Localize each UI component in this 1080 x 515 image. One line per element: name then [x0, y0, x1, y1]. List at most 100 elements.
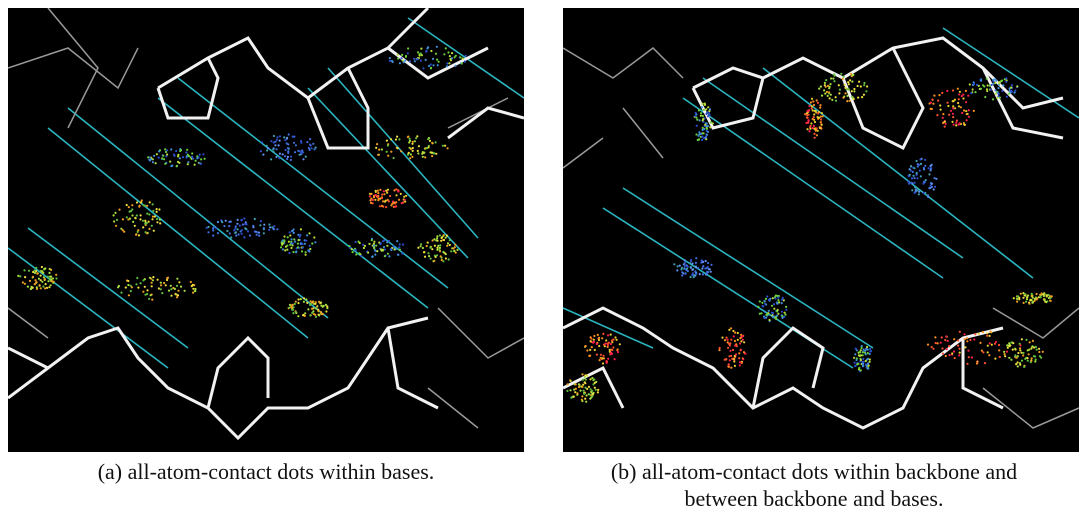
contact-dot [139, 205, 141, 207]
contact-dot [710, 271, 712, 273]
contact-dot [429, 140, 431, 142]
contact-dot [377, 192, 379, 194]
contact-dot [362, 244, 364, 246]
contact-dot [398, 138, 400, 140]
contact-dot [1051, 295, 1053, 297]
contact-dot [1027, 294, 1029, 296]
contact-dot [696, 119, 698, 121]
contact-dot [695, 272, 697, 274]
contact-dot [860, 85, 862, 87]
contact-dot [126, 216, 128, 218]
contact-dot [204, 158, 206, 160]
contact-dot [212, 227, 214, 229]
contact-dot [378, 149, 380, 151]
contact-dot [395, 194, 397, 196]
contact-dot [303, 297, 305, 299]
contact-dot [446, 65, 448, 67]
contact-dot [153, 155, 155, 157]
contact-dot [916, 172, 918, 174]
contact-dot [430, 67, 432, 69]
contact-dot [437, 64, 439, 66]
contact-dot [358, 252, 360, 254]
contact-dot [164, 163, 166, 165]
contact-dot [762, 305, 764, 307]
contact-dot [806, 128, 808, 130]
contact-dot [455, 65, 457, 67]
contact-dot [160, 284, 162, 286]
contact-dot [819, 127, 821, 129]
contact-dot [689, 262, 691, 264]
contact-dot [813, 116, 815, 118]
contact-dot [933, 95, 935, 97]
contact-dot [186, 149, 188, 151]
contact-dot [180, 286, 182, 288]
contact-dot [970, 92, 972, 94]
contact-dot [695, 133, 697, 135]
contact-dot [275, 148, 277, 150]
contact-dot [732, 349, 734, 351]
contact-dot [869, 348, 871, 350]
contact-dot [953, 124, 955, 126]
contact-dot [1017, 295, 1019, 297]
contact-dot [958, 105, 960, 107]
contact-dot [811, 107, 813, 109]
contact-dot [414, 60, 416, 62]
contact-dot [282, 153, 284, 155]
contact-dot [182, 156, 184, 158]
contact-dot [606, 362, 608, 364]
contact-dot [175, 150, 177, 152]
contact-dot [381, 148, 383, 150]
contact-dot [727, 339, 729, 341]
contact-dot [170, 285, 172, 287]
contact-dot [431, 142, 433, 144]
contact-dot [980, 88, 982, 90]
contact-dot [617, 348, 619, 350]
contact-dot [862, 351, 864, 353]
contact-dot [832, 78, 834, 80]
contact-dot [817, 102, 819, 104]
contact-dot [194, 164, 196, 166]
contact-dot [420, 245, 422, 247]
contact-dot [690, 276, 692, 278]
contact-dot [707, 131, 709, 133]
contact-dot [19, 275, 21, 277]
contact-dot [379, 189, 381, 191]
contact-dot [388, 200, 390, 202]
contact-dot [299, 150, 301, 152]
contact-dot [812, 109, 814, 111]
contact-dot [228, 221, 230, 223]
contact-dot [295, 251, 297, 253]
contact-dot [435, 141, 437, 143]
contact-dot [931, 183, 933, 185]
contact-dot [965, 101, 967, 103]
contact-dot [1025, 339, 1027, 341]
contact-dot [933, 177, 935, 179]
contact-dot [1047, 294, 1049, 296]
contact-dot [148, 221, 150, 223]
contact-dot [302, 247, 304, 249]
contact-dot [958, 354, 960, 356]
contact-dot [846, 100, 848, 102]
contact-dot [386, 241, 388, 243]
contact-dot [593, 341, 595, 343]
contact-dot [436, 237, 438, 239]
contact-dot [142, 291, 144, 293]
contact-dot [410, 153, 412, 155]
contact-dot [417, 58, 419, 60]
contact-dot [152, 161, 154, 163]
contact-dot [702, 261, 704, 263]
contact-dot [815, 130, 817, 132]
contact-dot [411, 143, 413, 145]
contact-dot [952, 113, 954, 115]
contact-dot [1022, 297, 1024, 299]
contact-dot [305, 298, 307, 300]
contact-dot [1013, 297, 1015, 299]
contact-dot [589, 398, 591, 400]
contact-dot [963, 124, 965, 126]
contact-dot [449, 55, 451, 57]
contact-dot [262, 154, 264, 156]
contact-dot [853, 88, 855, 90]
contact-dot [953, 350, 955, 352]
contact-dot [597, 334, 599, 336]
contact-dot [399, 249, 401, 251]
